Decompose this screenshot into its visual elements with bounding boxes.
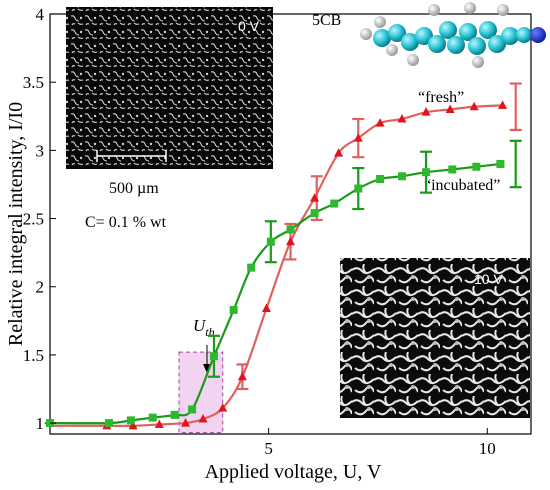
data-point-fresh	[128, 420, 138, 430]
data-point-incubated	[398, 172, 407, 181]
plot-frame	[49, 13, 532, 435]
inset-micrograph-10v: 10 V	[340, 258, 530, 418]
y-tick-label: 2.5	[23, 210, 44, 229]
data-point-fresh	[286, 236, 295, 246]
x-tick-label: 5	[264, 439, 273, 458]
data-point-incubated	[188, 405, 197, 414]
data-point-incubated	[422, 168, 431, 177]
series-label-incubated: “incubated”	[424, 177, 500, 194]
data-point-incubated	[170, 410, 179, 419]
data-point-incubated	[376, 175, 385, 183]
data-point-fresh	[261, 303, 271, 313]
data-point-incubated	[105, 419, 114, 428]
concentration-label: C= 0.1 % wt	[85, 214, 167, 231]
y-tick-label: 3.5	[23, 73, 44, 92]
data-point-incubated	[496, 160, 505, 168]
data-point-fresh	[421, 107, 431, 116]
y-tick-label: 1	[36, 414, 45, 433]
inset-micrograph-0v: 0 V	[66, 7, 273, 169]
y-tick-label: 4	[36, 5, 45, 24]
data-point-incubated	[472, 162, 481, 171]
data-point-incubated	[229, 305, 238, 314]
data-point-fresh	[397, 114, 407, 123]
data-point-incubated	[209, 352, 218, 361]
data-point-fresh	[198, 414, 208, 423]
data-point-fresh	[469, 101, 479, 111]
data-point-incubated	[286, 225, 295, 234]
y-tick-label: 1.5	[23, 346, 44, 365]
data-point-incubated	[310, 209, 319, 218]
scale-bar-label: 500 µm	[109, 180, 159, 197]
molecule-5cb-image	[360, 2, 546, 68]
data-point-fresh	[375, 118, 385, 127]
data-point-incubated	[330, 199, 339, 208]
molecule-label: 5CB	[312, 12, 341, 29]
data-point-fresh	[310, 193, 320, 202]
y-tick-label: 3	[36, 141, 45, 160]
data-point-fresh	[445, 104, 455, 113]
y-axis-title: Relative integral intensity, I/I0	[5, 102, 27, 346]
data-point-incubated	[448, 165, 457, 174]
y-tick-label: 2	[36, 278, 45, 297]
data-point-fresh	[154, 419, 164, 428]
x-tick-label: 10	[479, 439, 496, 458]
inset-voltage-label-top: 0 V	[238, 18, 260, 34]
data-point-fresh	[334, 148, 344, 157]
series-label-fresh: “fresh”	[418, 89, 464, 106]
data-point-fresh	[237, 371, 247, 381]
data-point-fresh	[498, 100, 508, 109]
data-point-incubated	[148, 413, 157, 422]
data-point-fresh	[181, 418, 191, 427]
data-point-incubated	[354, 184, 363, 193]
x-axis-title: Applied voltage, U, V	[205, 461, 382, 483]
data-point-fresh	[353, 133, 363, 142]
threshold-label: Uth	[193, 316, 215, 339]
data-point-incubated	[126, 416, 135, 425]
data-point-incubated	[266, 237, 275, 246]
data-point-incubated	[247, 263, 256, 272]
inset-voltage-label-bottom: 10 V	[474, 271, 503, 287]
data-point-fresh	[218, 403, 228, 412]
